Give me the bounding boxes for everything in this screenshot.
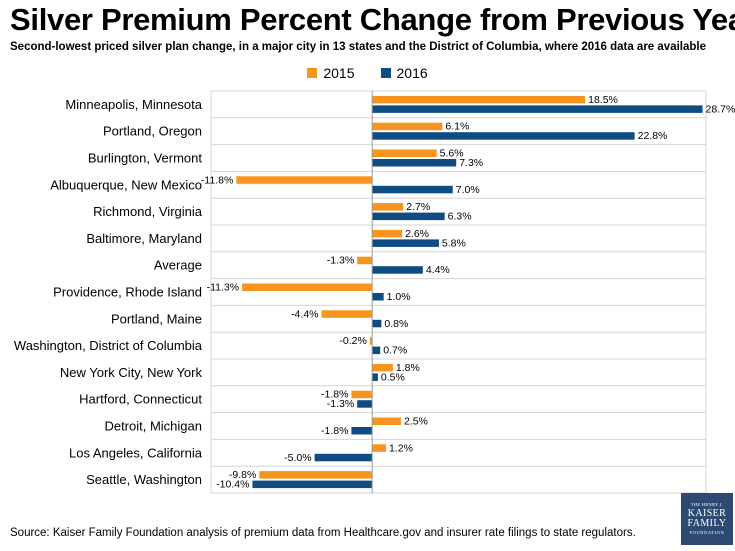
bar-2015 — [321, 310, 373, 318]
data-label-2016: -1.3% — [327, 398, 354, 410]
data-label-2015: -1.3% — [327, 255, 354, 267]
data-label-2015: 2.6% — [405, 228, 429, 240]
chart-title: Silver Premium Percent Change from Previ… — [10, 2, 735, 37]
bar-2015 — [357, 256, 373, 265]
bar-2016 — [372, 212, 445, 221]
logo-line4: FOUNDATION — [689, 530, 725, 535]
kff-logo: THE HENRY J. KAISER FAMILY FOUNDATION — [681, 493, 733, 545]
chart-subtitle: Second-lowest priced silver plan change,… — [10, 41, 706, 53]
bar-2016 — [372, 239, 439, 247]
bar-2016 — [372, 266, 423, 274]
bar-2016 — [372, 132, 635, 140]
bar-2016 — [372, 373, 378, 381]
bar-2016 — [252, 480, 373, 489]
bar-2016 — [372, 293, 384, 301]
bar-2016 — [357, 400, 373, 408]
category-label: Albuquerque, New Mexico — [50, 177, 202, 192]
data-label-2015: 5.6% — [440, 148, 464, 160]
data-label-2016: -5.0% — [284, 452, 311, 464]
data-label-2015: -11.8% — [201, 174, 234, 186]
category-label: Minneapolis, Minnesota — [65, 97, 202, 112]
legend-label-2015: 2015 — [323, 65, 355, 81]
category-label: Seattle, Washington — [86, 472, 202, 487]
category-label: Burlington, Vermont — [88, 151, 203, 166]
data-label-2016: 6.3% — [448, 211, 472, 223]
data-label-2015: -1.8% — [321, 389, 348, 401]
data-label-2015: -0.2% — [339, 335, 366, 347]
data-label-2016: 28.7% — [706, 103, 735, 115]
bar-2015 — [372, 203, 404, 211]
bar-2015 — [372, 149, 437, 157]
bar-2015 — [372, 363, 393, 372]
category-label: Portland, Maine — [111, 311, 202, 326]
legend-item-2016: 2016 — [380, 65, 428, 81]
bar-2015 — [372, 95, 586, 104]
bar-2015 — [242, 283, 373, 291]
category-label: Detroit, Michigan — [104, 419, 202, 434]
category-label: Portland, Oregon — [103, 124, 202, 139]
data-label-2015: 2.7% — [406, 201, 430, 213]
bar-2015 — [259, 471, 373, 479]
data-label-2016: 0.7% — [383, 345, 407, 357]
bar-2016 — [372, 319, 382, 328]
logo-line2: KAISER — [687, 508, 727, 519]
data-label-2016: 7.0% — [456, 184, 480, 196]
bar-2015 — [372, 417, 401, 425]
data-label-2016: 4.4% — [426, 264, 450, 276]
data-label-2016: 22.8% — [638, 130, 668, 142]
category-label: Los Angeles, California — [69, 445, 203, 460]
data-label-2015: 18.5% — [588, 94, 618, 106]
data-label-2016: 7.3% — [459, 157, 483, 169]
bar-2015 — [372, 122, 443, 131]
source-note: Source: Kaiser Family Foundation analysi… — [10, 527, 636, 539]
bar-2015 — [372, 444, 386, 452]
data-label-2016: 5.8% — [442, 237, 466, 249]
category-label: Providence, Rhode Island — [53, 285, 202, 300]
legend: 2015 2016 — [0, 65, 735, 81]
data-label-2016: -10.4% — [216, 479, 249, 491]
legend-swatch-2015 — [307, 68, 318, 78]
category-label: Washington, District of Columbia — [14, 338, 203, 353]
bar-2016 — [372, 105, 703, 113]
bar-2016 — [351, 427, 373, 435]
legend-label-2016: 2016 — [396, 65, 428, 81]
data-label-2015: 1.2% — [389, 442, 413, 454]
data-label-2016: -1.8% — [321, 425, 348, 437]
category-label: New York City, New York — [60, 365, 203, 380]
category-label: Baltimore, Maryland — [86, 231, 202, 246]
data-label-2015: -11.3% — [207, 282, 240, 294]
data-label-2015: 1.8% — [396, 362, 420, 374]
bar-2016 — [372, 159, 457, 167]
plot-frame — [210, 90, 707, 494]
data-label-2015: -4.4% — [291, 308, 318, 320]
category-label: Hartford, Connecticut — [79, 392, 202, 407]
logo-line1: THE HENRY J. — [690, 501, 724, 507]
logo-line3: FAMILY — [687, 518, 727, 529]
bar-2015 — [351, 390, 373, 399]
bar-2015 — [236, 176, 373, 184]
data-label-2016: 0.8% — [384, 318, 408, 330]
data-label-2015: 2.5% — [404, 416, 428, 428]
bar-2016 — [372, 185, 453, 194]
bar-chart: Minneapolis, Minnesota 18.5% 28.7% Portland… — [14, 90, 735, 494]
data-label-2015: 6.1% — [445, 121, 469, 133]
data-label-2016: 1.0% — [387, 291, 411, 303]
bar-2015 — [372, 229, 403, 238]
legend-swatch-2016 — [380, 68, 391, 78]
bar-2016 — [372, 346, 381, 355]
category-label: Richmond, Virginia — [93, 204, 203, 219]
bar-2016 — [314, 453, 373, 462]
bar-2015 — [369, 337, 373, 345]
legend-item-2015: 2015 — [307, 65, 355, 81]
data-label-2016: 0.5% — [381, 371, 405, 383]
data-label-2015: -9.8% — [229, 469, 256, 481]
category-label: Average — [154, 258, 202, 273]
